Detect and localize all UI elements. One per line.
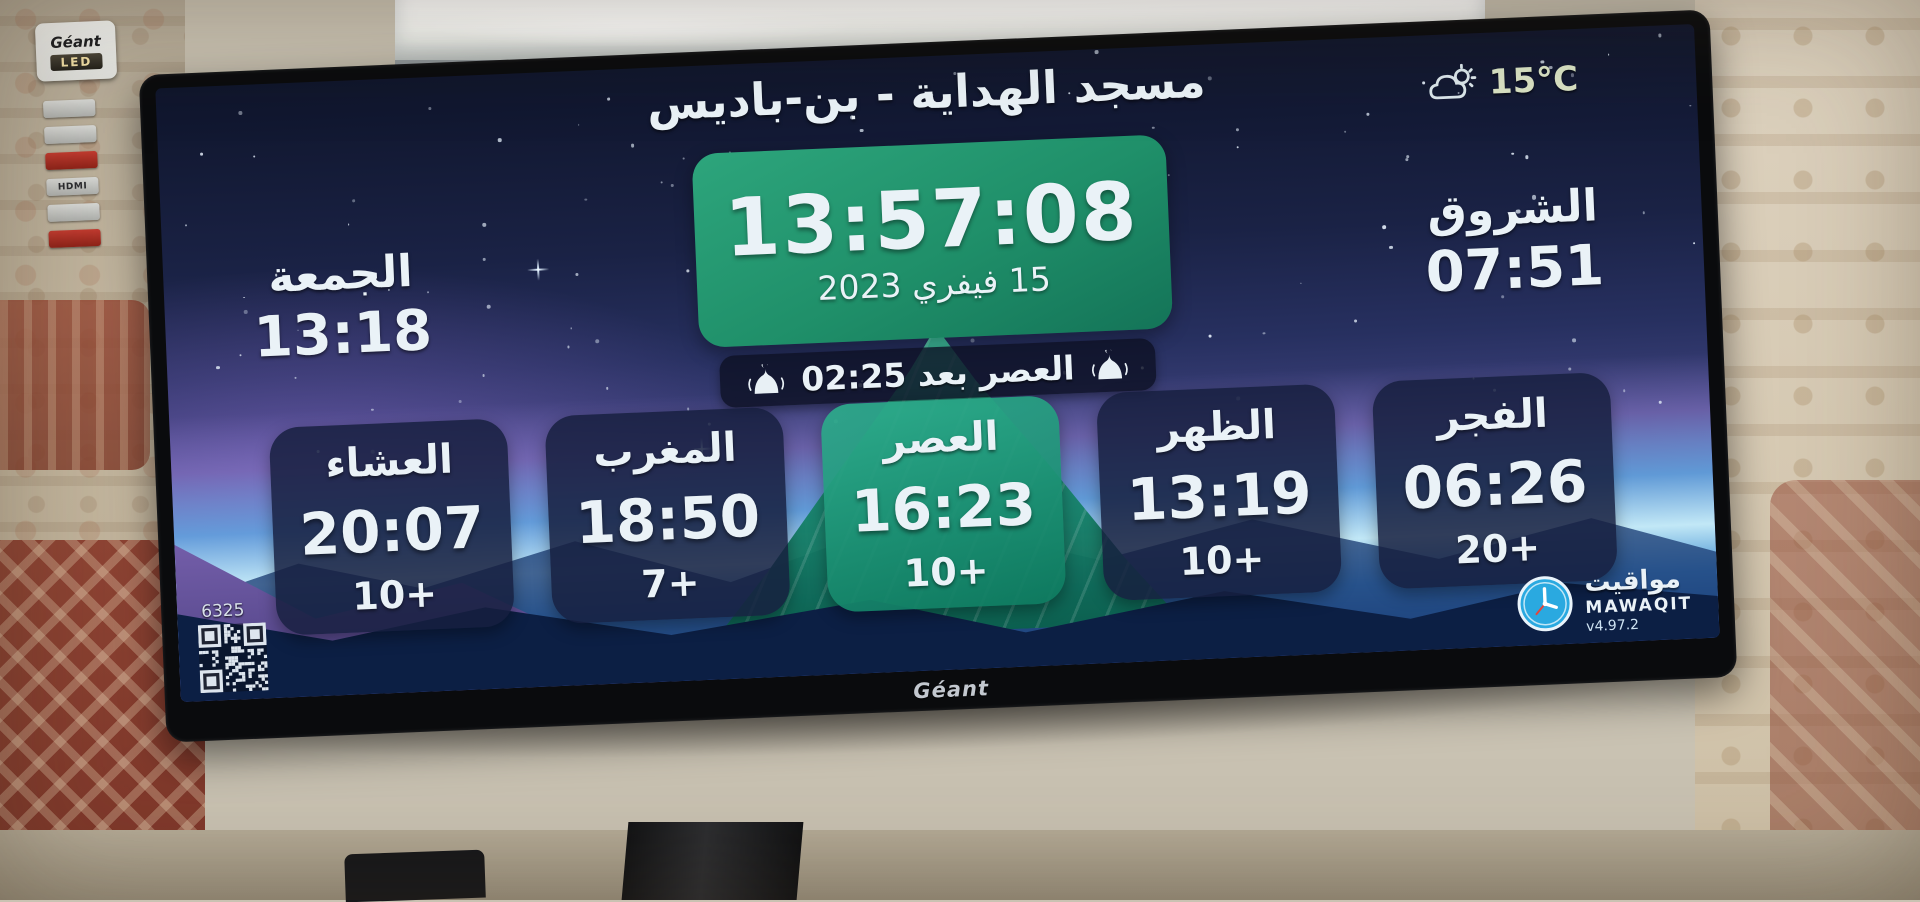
- prayer-time: 18:50: [555, 481, 780, 558]
- app-version: v4.97.2: [1586, 617, 1639, 635]
- prayer-iqama-offset: 10+: [1110, 534, 1334, 587]
- app-name-english: MAWAQIT: [1585, 595, 1693, 619]
- tv-bottom-brand-logo: Géant: [913, 676, 990, 703]
- prayer-card: المغرب 18:50 7+: [544, 407, 791, 625]
- qr-code-icon: [198, 622, 269, 693]
- tv-stand-pedestal: [622, 822, 804, 900]
- clock-box: 13:57:08 15 فيفري 2023: [691, 134, 1173, 348]
- mawaqit-logo: مواقيت MAWAQIT v4.97.2: [1516, 565, 1693, 638]
- shuruq-time: 07:51: [1424, 233, 1605, 305]
- tv-frame: مسجد الهداية - بن-باديس 15°C الجمعة 13:1…: [139, 9, 1738, 742]
- screen-code: 6325: [201, 599, 266, 622]
- tv-port-sticker-strip: HDMI: [43, 99, 101, 248]
- prayer-card: العصر 16:23 10+: [820, 395, 1067, 613]
- current-date: 15 فيفري 2023: [817, 260, 1052, 309]
- sun-behind-cloud-icon: [1426, 63, 1480, 105]
- mawaqit-text: مواقيت MAWAQIT v4.97.2: [1584, 565, 1693, 635]
- current-time: 13:57:08: [723, 170, 1140, 269]
- prayer-iqama-offset: 10+: [283, 568, 507, 621]
- hdmi-sticker: HDMI: [46, 177, 99, 196]
- prayer-iqama-offset: 10+: [834, 545, 1058, 598]
- prayer-name: العصر: [829, 411, 1053, 466]
- clock-panel: 13:57:08 15 فيفري 2023 العصر بعد 02:25: [691, 134, 1175, 409]
- jumua-block: الجمعة 13:18: [250, 245, 433, 370]
- port-sticker: [44, 125, 97, 144]
- prayer-name: المغرب: [553, 423, 777, 478]
- prayer-name: العشاء: [277, 434, 501, 489]
- weather-widget: 15°C: [1426, 59, 1579, 105]
- prayer-times-screen: مسجد الهداية - بن-باديس 15°C الجمعة 13:1…: [155, 24, 1719, 702]
- mosque-dome-icon: [745, 363, 788, 397]
- window-light: [430, 0, 850, 46]
- prayer-iqama-offset: 7+: [559, 557, 783, 610]
- mosque-dome-icon: [1088, 349, 1131, 383]
- prayer-card: العشاء 20:07 10+: [269, 418, 516, 636]
- jumua-label: الجمعة: [250, 245, 430, 303]
- floor: [0, 830, 1920, 900]
- prayer-card: الفجر 06:26 20+: [1372, 372, 1619, 590]
- led-badge: LED: [50, 52, 102, 70]
- mawaqit-clock-icon: [1516, 575, 1574, 633]
- next-prayer-countdown: العصر بعد 02:25: [800, 348, 1075, 398]
- port-sticker-red: [48, 229, 101, 248]
- port-sticker-red: [45, 151, 98, 170]
- shuruq-label: الشروق: [1422, 180, 1602, 238]
- port-sticker: [43, 99, 96, 118]
- prayer-card: الظهر 13:19 10+: [1096, 383, 1343, 601]
- prayer-time: 16:23: [831, 469, 1056, 546]
- temperature: 15°C: [1488, 59, 1579, 103]
- jumua-time: 13:18: [252, 298, 433, 370]
- prayer-iqama-offset: 20+: [1386, 522, 1610, 575]
- sparkle-icon: [527, 258, 550, 281]
- prayer-name: الظهر: [1105, 400, 1329, 455]
- port-sticker: [47, 203, 100, 222]
- prayer-time: 13:19: [1107, 458, 1332, 535]
- prayer-time: 06:26: [1383, 446, 1608, 523]
- tv-brand-sticker: Géant LED: [35, 20, 117, 81]
- tv-brand-sticker-label: Géant: [50, 31, 101, 51]
- prayer-time: 20:07: [280, 492, 505, 569]
- ornate-wall-panel-left-mid: [0, 300, 150, 470]
- shuruq-block: الشروق 07:51: [1422, 180, 1605, 305]
- tv-stand-leg: [344, 850, 486, 902]
- prayer-name: الفجر: [1380, 388, 1604, 443]
- footer-left: 6325: [197, 599, 269, 697]
